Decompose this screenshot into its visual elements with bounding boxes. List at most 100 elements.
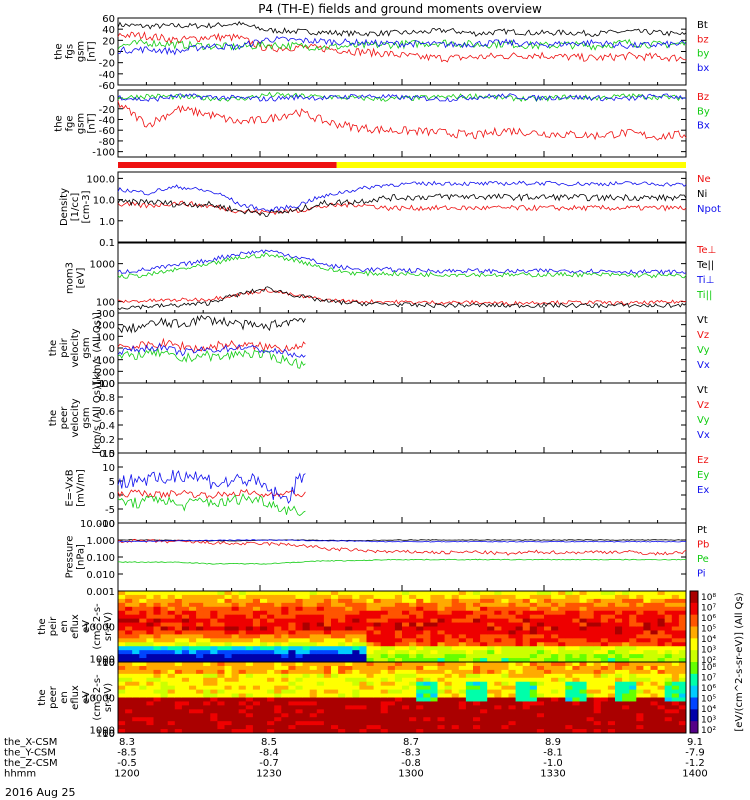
spectrogram-cell: [593, 685, 602, 691]
spectrogram-cell: [629, 669, 637, 675]
spectrogram-cell: [323, 681, 332, 687]
x-axis-value: -8.4: [259, 748, 279, 759]
spectrogram-cell: [494, 701, 502, 706]
spectrogram-cell: [508, 618, 517, 624]
spectrogram-cell: [622, 642, 630, 647]
spectrogram-cell: [217, 701, 225, 706]
spectrogram-cell: [345, 721, 353, 726]
spectrogram-cell: [430, 591, 438, 596]
spectrogram-cell: [160, 622, 169, 627]
spectrogram-cell: [664, 685, 673, 691]
spectrogram-cell: [536, 709, 545, 714]
spectrogram-cell: [501, 697, 509, 702]
spectrogram-cell: [423, 654, 431, 659]
legend-Vy: Vy: [697, 345, 710, 356]
spectrogram-cell: [231, 638, 240, 643]
series-line-Ex: [117, 469, 306, 504]
spectrogram-cell: [288, 638, 296, 643]
spectrogram-cell: [678, 606, 687, 612]
colorbar-swatch: [690, 703, 698, 710]
spectrogram-cell: [444, 606, 453, 612]
series-line-Bz: [117, 100, 687, 141]
spectrogram-cell: [146, 705, 154, 710]
spectrogram-cell: [607, 729, 616, 734]
spectrogram-cell: [281, 689, 289, 695]
spectrogram-cell: [160, 717, 169, 722]
spectrogram-cell: [629, 614, 637, 620]
spectrogram-cell: [643, 610, 651, 616]
spectrogram-cell: [352, 591, 360, 596]
spectrogram-cell: [146, 662, 154, 667]
spectrogram-cell: [245, 689, 254, 695]
legend-Vx: Vx: [697, 430, 710, 441]
spectrogram-cell: [174, 681, 183, 687]
spectrogram-cell: [409, 665, 417, 671]
spectrogram-cell: [217, 646, 225, 651]
spectrogram-cell: [316, 594, 325, 600]
spectrogram-cell: [664, 610, 673, 616]
spectrogram-cell: [473, 677, 481, 683]
spectrogram-cell: [196, 618, 204, 624]
spectrogram-cell: [210, 594, 218, 600]
spectrogram-cell: [416, 642, 424, 647]
series-line-Te⊥: [117, 288, 687, 306]
spectrogram-cell: [480, 650, 488, 655]
spectrogram-cell: [267, 709, 275, 714]
spectrogram-cell: [267, 630, 275, 635]
spectrogram-cell: [615, 669, 623, 675]
spectrogram-cell: [622, 697, 630, 702]
y-axis-label-line: peir: [48, 616, 59, 636]
spectrogram-cell: [465, 630, 474, 635]
spectrogram-cell: [671, 591, 680, 596]
spectrogram-cell: [416, 693, 424, 698]
spectrogram-cell: [508, 614, 517, 620]
spectrogram-cell: [309, 642, 318, 647]
spectrogram-cell: [174, 705, 183, 710]
spectrogram-cell: [444, 650, 453, 655]
spectrogram-cell: [650, 614, 659, 620]
spectrogram-cell: [153, 626, 162, 631]
spectrogram-cell: [118, 721, 126, 726]
spectrogram-cell: [458, 681, 467, 687]
spectrogram-cell: [536, 705, 545, 710]
spectrogram-cell: [494, 685, 502, 691]
y-tick-label: -40: [99, 70, 115, 81]
spectrogram-cell: [629, 638, 637, 643]
spectrogram-cell: [423, 618, 431, 624]
spectrogram-cell: [458, 626, 467, 631]
spectrogram-cell: [359, 697, 367, 702]
spectrogram-cell: [274, 717, 282, 722]
spectrogram-cell: [139, 626, 147, 631]
spectrogram-cell: [487, 717, 495, 722]
y-axis-label: mom3[eV]: [65, 262, 87, 294]
spectrogram-cell: [181, 598, 190, 604]
spectrogram-cell: [323, 598, 332, 604]
spectrogram-cell: [458, 685, 467, 691]
spectrogram-cell: [288, 646, 296, 651]
spectrogram-cell: [252, 685, 261, 691]
spectrogram-cell: [465, 717, 474, 722]
spectrogram-cell: [643, 693, 651, 698]
spectrogram-cell: [352, 729, 360, 734]
spectrogram-cell: [245, 658, 254, 663]
spectrogram-cell: [167, 681, 176, 687]
spectrogram-cell: [551, 658, 559, 663]
series-line-Ti⊥: [117, 249, 687, 276]
spectrogram-cell: [338, 717, 346, 722]
spectrogram-cell: [260, 673, 268, 679]
spectrogram-cell: [316, 662, 325, 667]
spectrogram-cell: [444, 618, 453, 624]
spectrogram-cell: [402, 654, 410, 659]
spectrogram-cell: [501, 662, 509, 667]
spectrogram-cell: [402, 591, 410, 596]
spectrogram-cell: [465, 681, 474, 687]
spectrogram-frame: [117, 661, 687, 734]
spectrogram-cell: [593, 693, 602, 698]
spectrogram-cell: [153, 598, 162, 604]
spectrogram-cell: [281, 673, 289, 679]
spectrogram-cell: [153, 689, 162, 695]
spectrogram-cell: [238, 693, 247, 698]
spectrogram-cell: [352, 658, 360, 663]
spectrogram-cell: [260, 650, 268, 655]
spectrogram-cell: [636, 662, 644, 667]
